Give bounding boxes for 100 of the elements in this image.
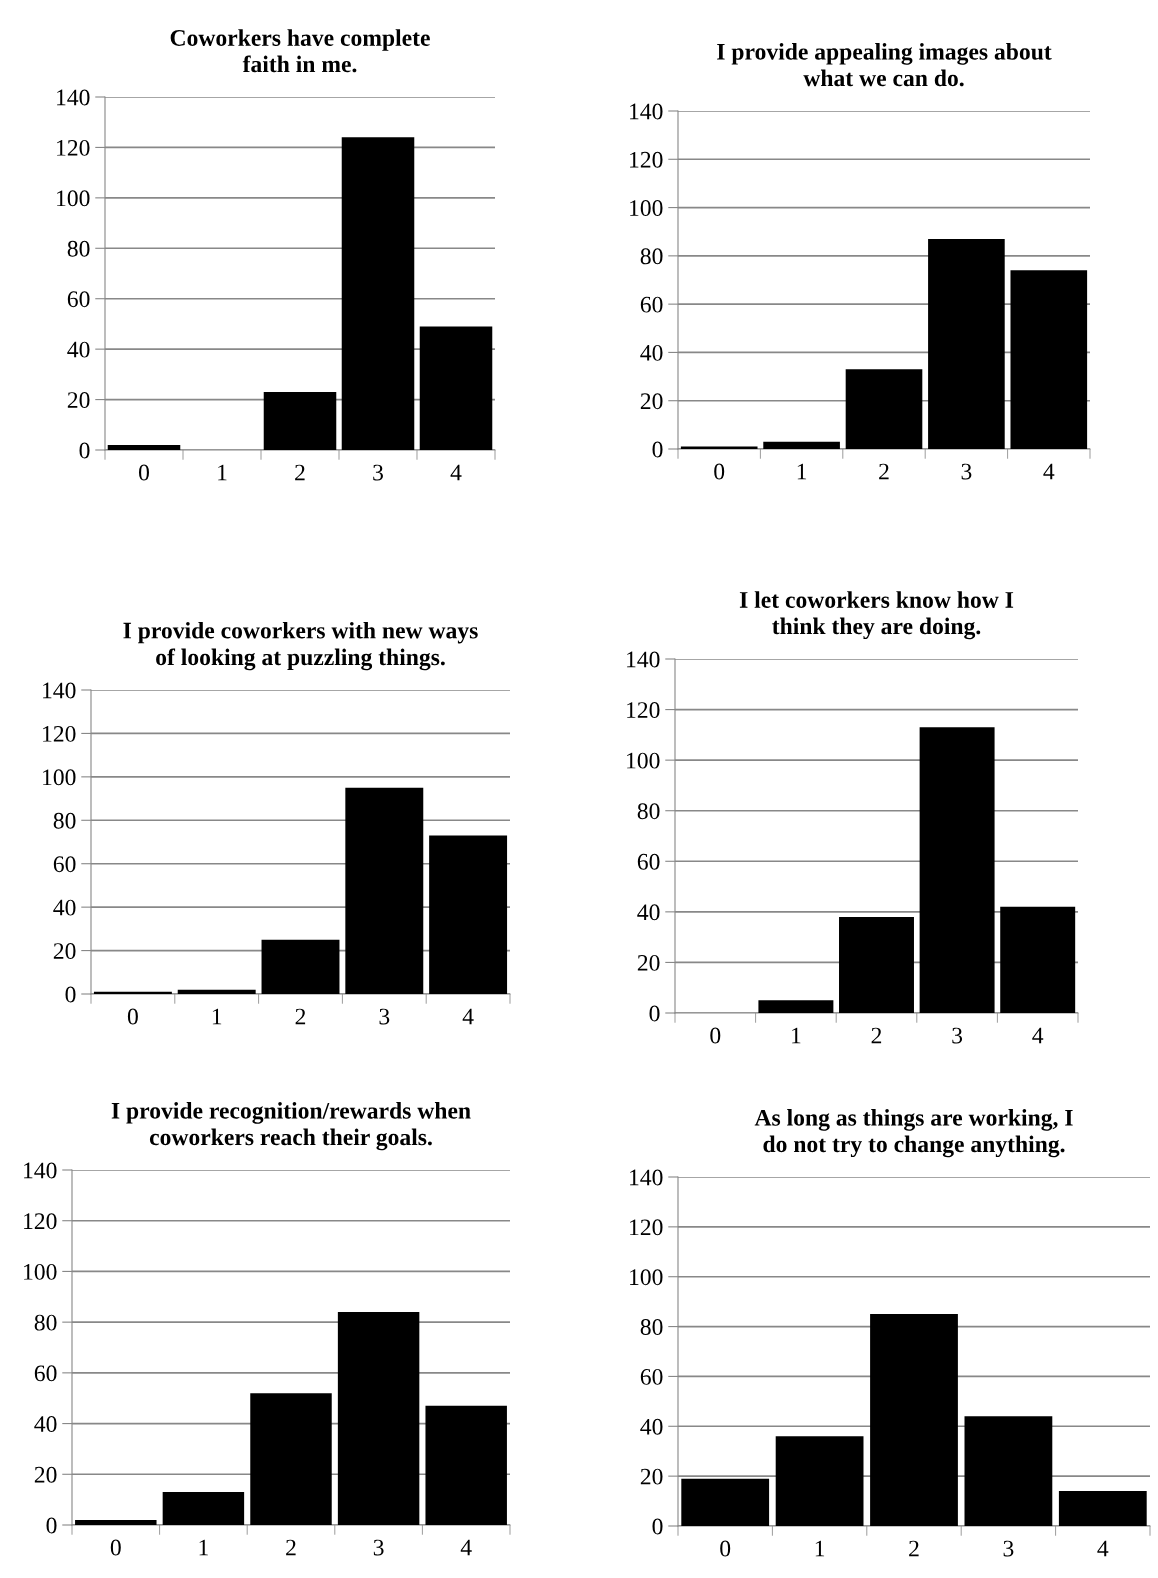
y-tick-label: 40 [34,1416,57,1432]
bar [870,1314,958,1526]
y-tick-label: 100 [630,1269,663,1286]
x-tick-label: 3 [373,1539,384,1556]
bar [337,1312,420,1525]
bar [775,1436,864,1526]
y-tick-label: 20 [640,1468,663,1485]
x-tick-label: 0 [714,463,725,480]
y-tick-label: 120 [24,1213,57,1230]
bar [763,441,840,449]
bar [162,1492,245,1525]
x-tick-label: 4 [460,1539,472,1556]
y-tick-label: 20 [34,1466,57,1483]
bar [177,989,256,994]
x-tick-label: 2 [871,1027,882,1044]
y-tick-label: 0 [652,441,663,458]
bar [839,916,914,1013]
y-tick-label: 0 [46,1517,57,1534]
x-tick-label: 0 [710,1027,721,1044]
x-tick-label: 2 [295,1008,306,1025]
bar [1000,906,1076,1013]
x-tick-label: 1 [212,1008,222,1025]
x-tick-label: 3 [1003,1540,1014,1557]
y-tick-label: 120 [43,725,76,742]
x-tick-label: 0 [127,1008,138,1025]
bar [758,1000,834,1013]
y-tick-label: 100 [57,190,90,207]
y-tick-label: 120 [627,702,660,718]
x-tick-label: 2 [879,463,889,480]
bar [845,369,923,449]
x-tick-label: 1 [218,464,227,481]
y-tick-label: 120 [630,1219,663,1236]
x-tick-label: 1 [815,1540,825,1557]
y-tick-label: 80 [53,812,76,829]
chart-title: I provide coworkers with new ways of looking at puzzling things. [123,621,478,671]
bar [928,238,1005,449]
bar [250,1393,332,1525]
y-tick-label: 140 [24,1162,57,1179]
x-tick-label: 4 [450,464,462,481]
bar [107,444,181,450]
x-tick-label: 0 [139,464,149,481]
x-tick-label: 4 [462,1008,474,1025]
y-tick-label: 80 [640,248,663,265]
y-tick-label: 40 [640,1418,663,1435]
y-tick-label: 60 [637,853,660,870]
x-tick-label: 1 [199,1539,208,1556]
x-tick-label: 4 [1097,1540,1109,1557]
bar [919,727,995,1013]
bar [425,1405,507,1525]
y-tick-label: 140 [630,103,663,120]
bar [429,835,508,994]
bar [263,392,337,450]
y-tick-label: 60 [34,1365,57,1382]
bar [75,1519,157,1525]
bar [93,991,172,994]
y-tick-label: 0 [79,442,90,459]
y-tick-label: 140 [57,89,90,106]
y-tick-label: 40 [53,899,76,916]
y-tick-label: 80 [637,803,660,820]
chart-title: As long as things are working, I do not try to change anything. [754,1109,1073,1158]
y-tick-label: 100 [630,200,663,216]
y-tick-label: 20 [640,393,663,410]
y-tick-label: 40 [640,344,663,361]
chart-title: Coworkers have complete faith in me. [170,29,430,73]
x-tick-label: 3 [379,1008,390,1025]
y-tick-label: 120 [630,151,663,168]
y-tick-label: 60 [640,1368,663,1385]
bar [964,1416,1053,1526]
y-tick-label: 0 [652,1518,663,1535]
y-tick-label: 140 [627,651,660,668]
x-tick-label: 2 [909,1540,919,1557]
bar [1010,270,1088,449]
x-tick-label: 2 [286,1539,296,1556]
bar [261,939,340,994]
x-tick-label: 3 [952,1027,963,1044]
x-tick-label: 3 [961,463,972,480]
y-tick-label: 140 [43,682,76,699]
y-tick-label: 100 [627,752,660,769]
bar [345,787,424,994]
bar [341,137,415,450]
x-tick-label: 2 [295,464,305,481]
chart-title: I provide appealing images about what we can do. [717,43,1052,87]
bar [681,1478,770,1526]
chart-title: I provide recognition/rewards when coworkers reach their goals. [111,1102,471,1151]
y-tick-label: 60 [67,291,90,308]
y-tick-label: 100 [24,1263,57,1280]
x-tick-label: 4 [1032,1027,1044,1044]
x-tick-label: 0 [110,1539,121,1556]
y-tick-label: 140 [630,1169,663,1186]
y-tick-label: 40 [67,341,90,358]
y-tick-label: 80 [67,240,90,257]
y-tick-label: 80 [640,1319,663,1335]
x-tick-label: 3 [373,464,383,481]
x-tick-label: 0 [720,1540,731,1557]
x-tick-label: 4 [1043,463,1055,480]
y-tick-label: 60 [640,296,663,313]
y-tick-label: 0 [65,986,76,1003]
y-tick-label: 20 [637,954,660,971]
y-tick-label: 40 [637,904,660,921]
y-tick-label: 20 [53,943,76,959]
